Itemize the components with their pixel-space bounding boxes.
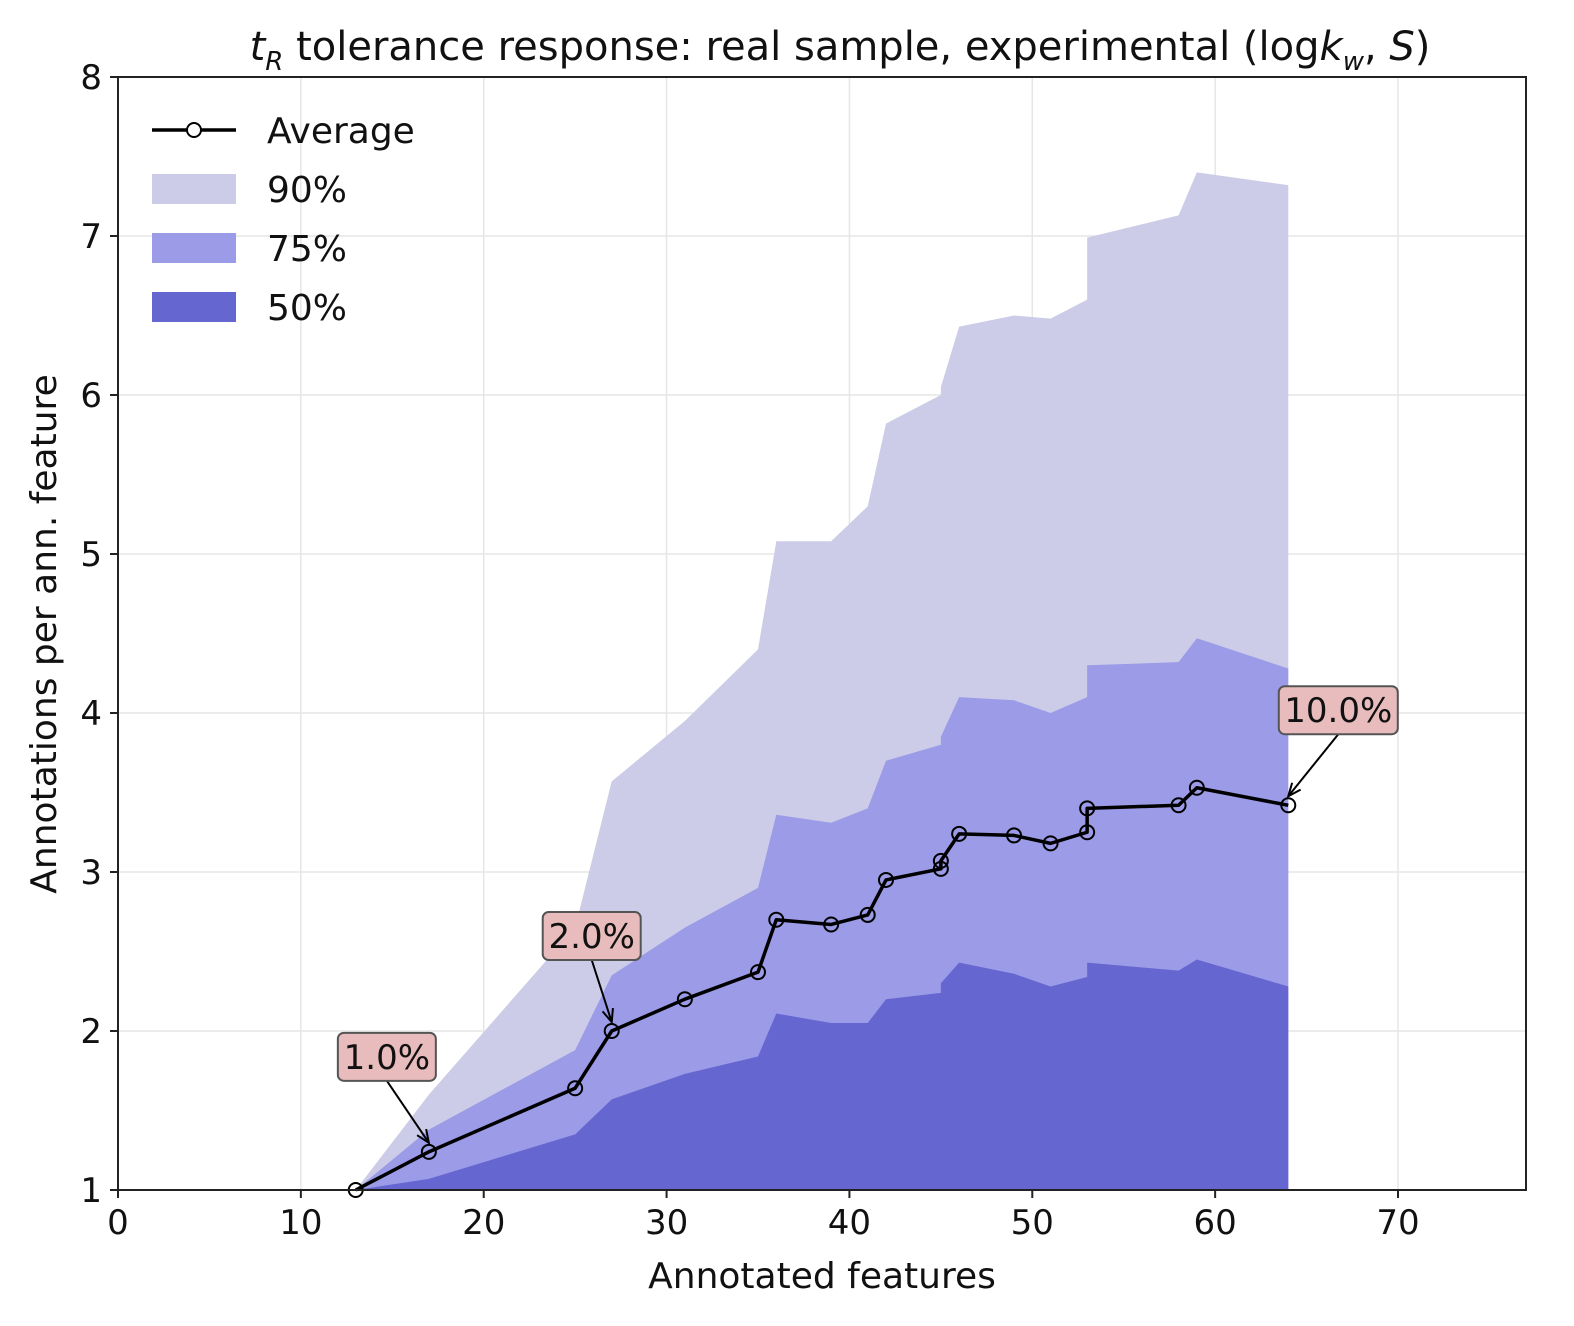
legend-item-50pct: 50% [152, 288, 347, 329]
callout-box [336, 1031, 437, 1082]
callout-arrow [1287, 733, 1340, 797]
x-tick-label: 50 [1011, 1203, 1054, 1243]
title-t-symbol: t [250, 24, 267, 70]
average-point [1079, 824, 1096, 841]
title-s-symbol: S [1389, 24, 1414, 70]
average-point [1188, 779, 1205, 796]
y-axis-label: Annotations per ann. feature [24, 374, 65, 893]
legend-item-average: Average [152, 111, 415, 152]
legend-label: Average [267, 111, 415, 152]
legend-item-90pct: 90% [152, 170, 347, 211]
average-point [768, 911, 785, 928]
callout-arrow [386, 1080, 430, 1144]
average-series [347, 779, 1297, 1198]
average-point [823, 916, 840, 933]
x-tick-label: 10 [279, 1203, 322, 1243]
callout-10-0pct: 10.0% [1277, 685, 1399, 799]
callout-1-0pct: 1.0% [336, 1031, 437, 1145]
callout-box [541, 911, 642, 961]
callout-arrowhead [601, 1007, 614, 1025]
average-point [932, 860, 949, 877]
title-suffix: ) [1415, 24, 1431, 70]
average-point [750, 964, 766, 981]
average-point [1006, 827, 1022, 844]
y-tick-label: 4 [80, 694, 102, 734]
average-point [932, 852, 949, 869]
callout-arrow [590, 959, 613, 1023]
x-tick-label: 30 [645, 1203, 688, 1243]
legend-item-75pct: 75% [152, 229, 347, 270]
title-main-text: tolerance response: real sample, experim… [283, 24, 1319, 70]
average-point [1170, 797, 1187, 814]
x-tick-label: 0 [107, 1203, 129, 1243]
average-point [567, 1080, 584, 1097]
legend-marker-swatch [186, 122, 202, 138]
y-tick-label: 3 [80, 853, 102, 893]
y-tick-label: 6 [80, 376, 102, 416]
x-tick-label: 20 [462, 1203, 505, 1243]
callout-arrowhead [1286, 782, 1302, 799]
average-point [1280, 797, 1297, 814]
callout-label: 10.0% [1284, 691, 1392, 731]
average-point [603, 1023, 620, 1039]
legend-band-swatch [152, 174, 236, 204]
legend-band-swatch [152, 233, 236, 263]
average-point [878, 871, 894, 888]
average-point [676, 991, 693, 1008]
callout-box [1277, 685, 1399, 736]
legend-band-swatch [152, 292, 236, 322]
average-point [859, 906, 876, 923]
y-tick-label: 1 [80, 1171, 102, 1211]
average-point [1079, 800, 1096, 817]
title-k-symbol: k [1320, 24, 1345, 70]
legend-label: 50% [267, 288, 347, 329]
y-tick-label: 5 [80, 535, 102, 575]
callout-label: 2.0% [549, 917, 635, 957]
chart-title: tR tolerance response: real sample, expe… [250, 24, 1431, 77]
title-w-subscript: w [1343, 47, 1365, 77]
average-line [354, 785, 1289, 1192]
legend: Average 90% 75% 50% [152, 111, 415, 329]
annotation-callouts: 1.0% 2.0% 10.0% [336, 685, 1399, 1145]
y-tick-label: 2 [80, 1012, 102, 1052]
x-tick-label: 70 [1376, 1203, 1419, 1243]
x-axis-label: Annotated features [648, 1256, 996, 1297]
legend-label: 75% [267, 229, 347, 270]
plot-frame [117, 76, 1527, 1191]
percentile-bands [355, 172, 1289, 1190]
callout-label: 1.0% [344, 1038, 430, 1078]
y-tick-label: 8 [80, 58, 102, 98]
band-50pct [355, 959, 1289, 1190]
callout-2-0pct: 2.0% [541, 911, 642, 1025]
callout-arrowhead [416, 1128, 431, 1145]
title-r-subscript: R [265, 47, 283, 77]
average-point [1042, 835, 1059, 852]
y-tick-label: 7 [80, 217, 102, 257]
axis-ticks: 0 10 20 30 40 50 60 70 1 2 3 4 5 6 7 8 [80, 58, 1419, 1243]
average-point [951, 825, 968, 842]
title-separator: , [1364, 24, 1389, 70]
legend-label: 90% [267, 170, 347, 211]
average-point [420, 1143, 437, 1160]
x-tick-label: 60 [1194, 1203, 1237, 1243]
x-tick-label: 40 [828, 1203, 871, 1243]
